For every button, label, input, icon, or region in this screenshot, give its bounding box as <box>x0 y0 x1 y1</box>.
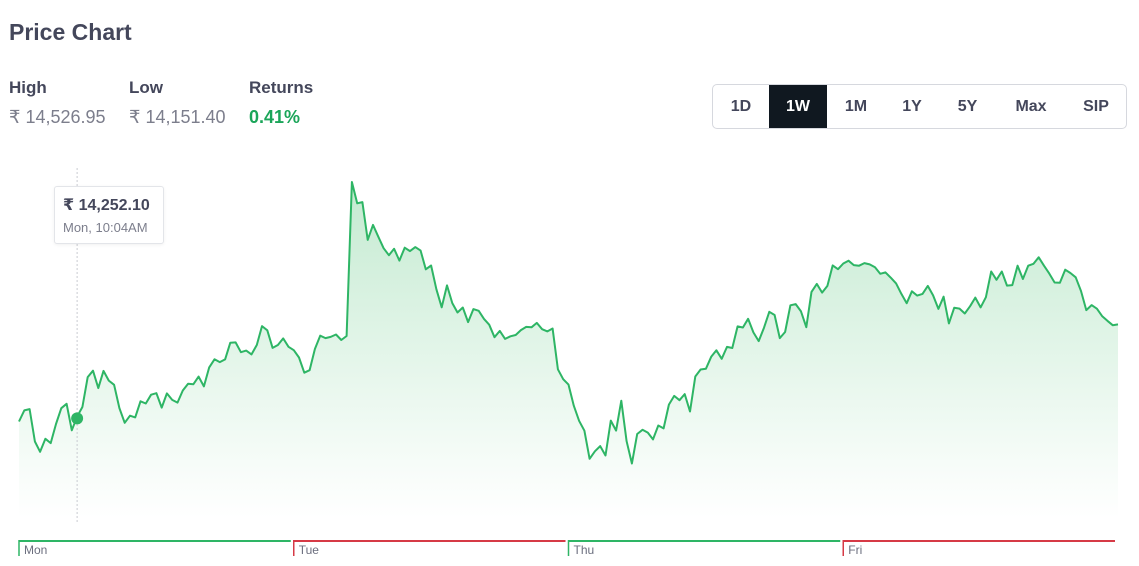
stat-low-label: Low <box>129 78 163 97</box>
stat-high-label: High <box>9 78 47 97</box>
page-title: Price Chart <box>9 19 132 45</box>
stat-returns-value: 0.41% <box>249 107 301 127</box>
day-label-mon: Mon <box>24 543 47 557</box>
tooltip-price: ₹ 14,252.10 <box>63 197 150 214</box>
stat-high-value: ₹ 14,526.95 <box>9 107 106 127</box>
stat-low-value: ₹ 14,151.40 <box>129 107 226 127</box>
tooltip-time: Mon, 10:04AM <box>63 220 148 235</box>
stat-low: Low ₹ 14,151.40 <box>129 78 226 128</box>
price-chart[interactable]: Mon Tue Thu Fri <box>0 150 1139 566</box>
range-1w-button[interactable]: 1W <box>769 85 827 128</box>
day-label-fri: Fri <box>848 543 862 557</box>
range-1m-button[interactable]: 1M <box>844 97 868 115</box>
stat-returns-label: Returns <box>249 78 314 97</box>
price-tooltip: ₹ 14,252.10 Mon, 10:04AM <box>54 186 164 244</box>
price-line <box>18 181 1119 465</box>
stat-high: High ₹ 14,526.95 <box>9 78 106 128</box>
day-axis: Mon Tue Thu Fri <box>18 540 1115 557</box>
range-1y-button[interactable]: 1Y <box>902 97 922 115</box>
range-max-button[interactable]: Max <box>1015 97 1047 115</box>
range-1d-button[interactable]: 1D <box>730 97 752 115</box>
day-label-tue: Tue <box>299 543 320 557</box>
price-area <box>19 182 1118 518</box>
day-label-thu: Thu <box>574 543 595 557</box>
range-5y-button[interactable]: 5Y <box>957 97 978 115</box>
range-selector: 1D 1W 1M 1Y 5Y Max SIP <box>712 84 1127 129</box>
stat-returns: Returns 0.41% <box>249 78 313 128</box>
range-sip-button[interactable]: SIP <box>1083 97 1109 115</box>
hover-point <box>71 412 84 425</box>
